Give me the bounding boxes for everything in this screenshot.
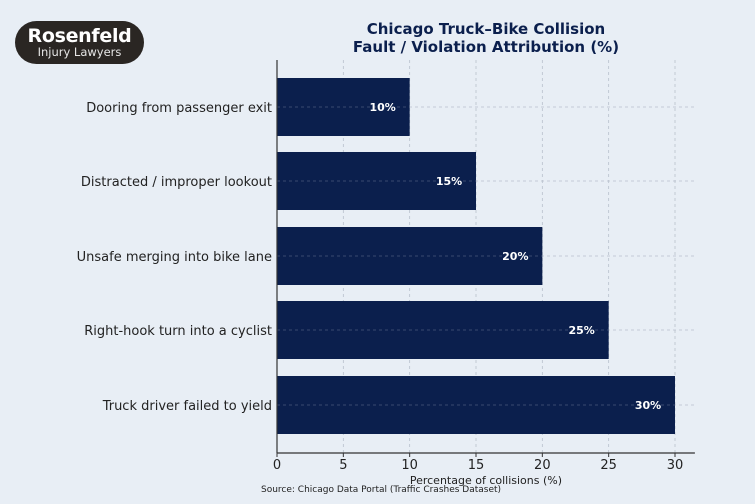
x-tick-label: 10 [401, 458, 418, 473]
data-label: 10% [369, 101, 395, 114]
chart-title: Chicago Truck–Bike Collision Fault / Vio… [277, 20, 695, 56]
x-tick-label: 20 [534, 458, 551, 473]
logo-tagline: Injury Lawyers [37, 45, 122, 59]
category-label: Unsafe merging into bike lane [77, 250, 272, 265]
category-label: Dooring from passenger exit [86, 101, 272, 116]
data-label: 20% [502, 250, 528, 263]
x-tick-label: 15 [468, 458, 485, 473]
x-axis-label: Percentage of collisions (%) [410, 474, 562, 487]
chart-title-line-2: Fault / Violation Attribution (%) [352, 38, 620, 56]
x-tick-label: 30 [667, 458, 684, 473]
x-tick-label: 25 [600, 458, 617, 473]
source-note: Source: Chicago Data Portal (Traffic Cra… [261, 485, 502, 495]
rosenfeld-logo: Rosenfeld Injury Lawyers [15, 21, 144, 64]
chart-title-line-1: Chicago Truck–Bike Collision [366, 20, 606, 38]
data-label: 15% [436, 175, 462, 188]
x-tick-label: 5 [339, 458, 347, 473]
category-label: Right-hook turn into a cyclist [84, 324, 272, 339]
bar [277, 152, 476, 210]
logo-name: Rosenfeld [27, 25, 132, 47]
category-label: Distracted / improper lookout [81, 175, 272, 190]
category-label: Truck driver failed to yield [102, 399, 272, 414]
data-label: 30% [635, 399, 661, 412]
x-tick-label: 0 [273, 458, 281, 473]
data-label: 25% [568, 324, 594, 337]
